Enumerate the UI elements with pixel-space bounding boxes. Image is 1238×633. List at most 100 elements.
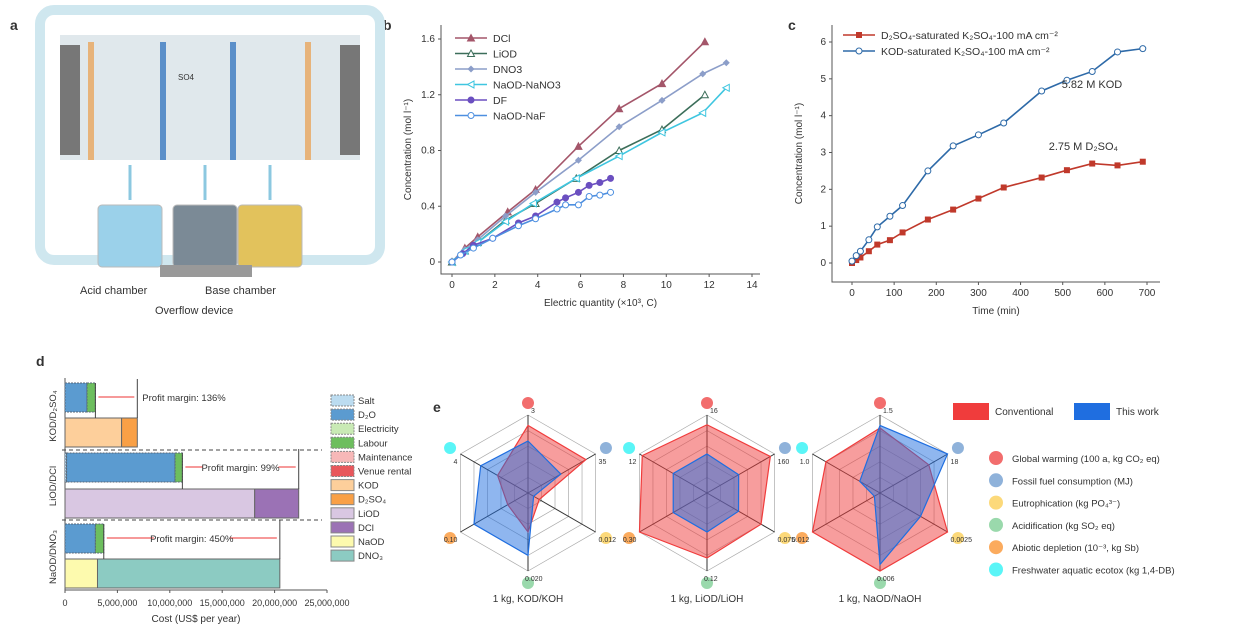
- revenue-segment-D₂SO₄: [121, 417, 138, 448]
- x-tick-label: 5,000,000: [97, 598, 137, 608]
- y-axis-label: Concentration (mol l⁻¹): [403, 99, 414, 200]
- axis-dot: [951, 442, 964, 454]
- legend-swatch: [330, 507, 355, 520]
- data-point: [466, 48, 476, 57]
- data-point: [514, 222, 522, 230]
- beaker: [237, 204, 303, 268]
- series-line: [851, 47, 1143, 262]
- panel-label: d: [36, 353, 45, 369]
- legend-dot: [989, 451, 1003, 465]
- data-point: [1089, 160, 1096, 167]
- legend-swatch: [330, 521, 355, 534]
- legend-label: Salt: [358, 396, 375, 407]
- radar-polygon-this_work: [859, 424, 949, 566]
- data-point: [924, 216, 931, 223]
- y-tick-label: 0: [820, 258, 826, 269]
- axis-max-label: 0.30: [623, 537, 637, 544]
- data-point: [1038, 174, 1045, 181]
- x-tick-label: 2: [492, 280, 498, 291]
- data-point: [562, 201, 570, 209]
- axis-dot: [623, 442, 636, 454]
- data-point: [571, 174, 580, 183]
- legend-label: Labour: [358, 438, 388, 449]
- category-label: NaOD/DNO₃: [48, 530, 59, 584]
- axis-max-label: 0.10: [444, 537, 458, 544]
- legend-label: LiOD: [493, 49, 517, 61]
- data-point: [467, 65, 475, 73]
- axis-dot: [599, 442, 612, 454]
- y-tick-label: 0.4: [421, 201, 435, 212]
- data-point: [658, 96, 666, 104]
- end-plate-right: [340, 45, 360, 155]
- legend-swatch: [330, 450, 355, 463]
- data-point: [974, 131, 982, 139]
- legend-label: This work: [1116, 407, 1160, 418]
- x-tick-label: 15,000,000: [200, 598, 245, 608]
- data-point: [562, 194, 570, 202]
- y-axis-label: Concentration (mol l⁻¹): [794, 103, 805, 204]
- radar-chart-1: 16 160 0.075 0.12 0.30 12 1 kg, LiOD/LiOH: [623, 397, 795, 605]
- data-point: [553, 198, 561, 206]
- panel-label: e: [433, 399, 441, 415]
- data-point: [1000, 119, 1008, 127]
- axis-max-label: 0.075: [778, 537, 796, 544]
- series-0: [849, 158, 1146, 266]
- legend-label: Venue rental: [358, 467, 411, 478]
- end-plate-left: [60, 45, 80, 155]
- data-point: [852, 252, 860, 260]
- data-point: [699, 70, 707, 78]
- cost-segment-D₂O: [66, 452, 176, 483]
- overflow-device-label: Overflow device: [155, 305, 233, 317]
- x-tick-label: 700: [1139, 288, 1156, 299]
- x-tick-label: 25,000,000: [304, 598, 349, 608]
- data-point: [457, 251, 465, 259]
- data-point: [853, 257, 860, 264]
- data-point: [596, 191, 604, 199]
- revenue-segment-DCl: [254, 488, 300, 519]
- x-tick-label: 0: [62, 598, 67, 608]
- legend-dot: [989, 473, 1003, 488]
- axis-max-label: 12: [629, 459, 637, 466]
- axis-max-label: 0.12: [704, 576, 718, 583]
- legend-label: DF: [493, 95, 507, 107]
- data-point: [466, 33, 476, 42]
- data-point: [585, 181, 593, 189]
- y-tick-label: 1.6: [421, 34, 435, 45]
- data-point: [528, 199, 537, 208]
- data-point: [596, 179, 604, 187]
- legend-label: Global warming (100 a, kg CO₂ eq): [1012, 454, 1160, 465]
- legend-label: DCl: [358, 523, 374, 534]
- axis-max-label: 18: [951, 459, 959, 466]
- stacked-bar-chart-d: 0 5,000,000 10,000,000 15,000,000 20,000,000…: [48, 378, 412, 625]
- data-point: [574, 156, 582, 164]
- data-point: [899, 229, 906, 236]
- data-point: [874, 241, 881, 248]
- data-point: [848, 257, 856, 265]
- axis-dot: [701, 577, 713, 589]
- x-tick-label: 0: [449, 280, 455, 291]
- axis-dot: [444, 442, 457, 454]
- x-tick-label: 6: [578, 280, 584, 291]
- axis-max-label: 4: [454, 459, 458, 466]
- legend-swatch: [330, 535, 355, 548]
- legend-swatch: [1074, 403, 1110, 420]
- data-point: [469, 244, 477, 252]
- legend-label: Acidification (kg SO₂ eq): [1012, 521, 1115, 532]
- cell-stack: [60, 35, 360, 160]
- revenue-segment-DNO₃: [96, 558, 281, 589]
- axis-dot: [796, 442, 809, 454]
- panel-label: a: [10, 17, 18, 33]
- x-tick-label: 400: [1012, 288, 1029, 299]
- profit-margin-label: Profit margin: 450%: [150, 534, 234, 545]
- data-point: [1139, 45, 1147, 53]
- axis-max-label: 160: [778, 459, 790, 466]
- axis-max-label: 0.020: [525, 576, 543, 583]
- data-point: [700, 90, 710, 99]
- data-point: [1139, 158, 1146, 165]
- data-point: [607, 188, 615, 196]
- cost-segment-Labour: [86, 382, 96, 413]
- x-tick-label: 500: [1054, 288, 1071, 299]
- data-point: [1114, 162, 1121, 169]
- data-point: [574, 188, 582, 196]
